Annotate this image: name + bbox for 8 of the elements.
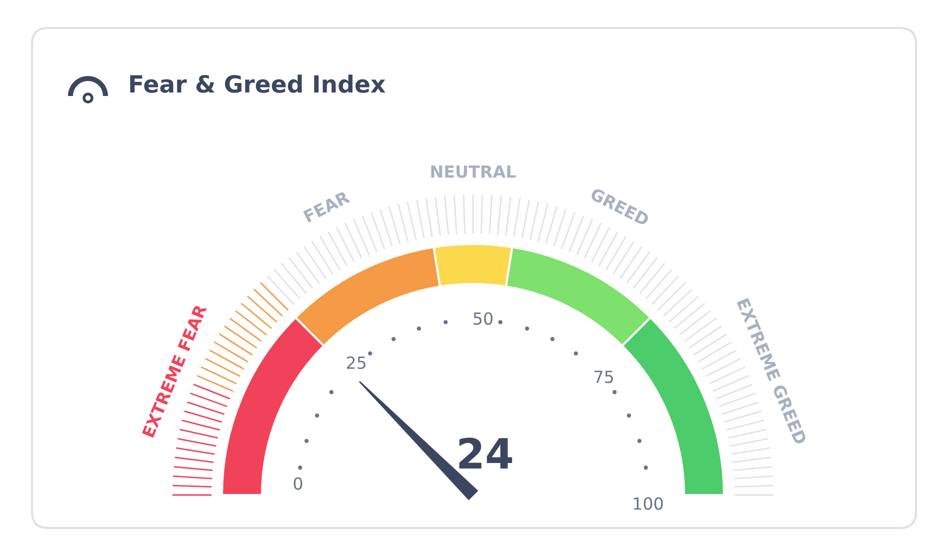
text: 24 [459, 438, 512, 468]
chart-title: Fear & Greed Index [130, 74, 386, 93]
text: 0 [294, 477, 302, 490]
slice-label: NEUTRAL [431, 165, 516, 178]
text: 25 [346, 356, 366, 370]
text: 50 [474, 312, 492, 325]
text: 75 [594, 370, 613, 384]
text: 100 [634, 497, 663, 510]
